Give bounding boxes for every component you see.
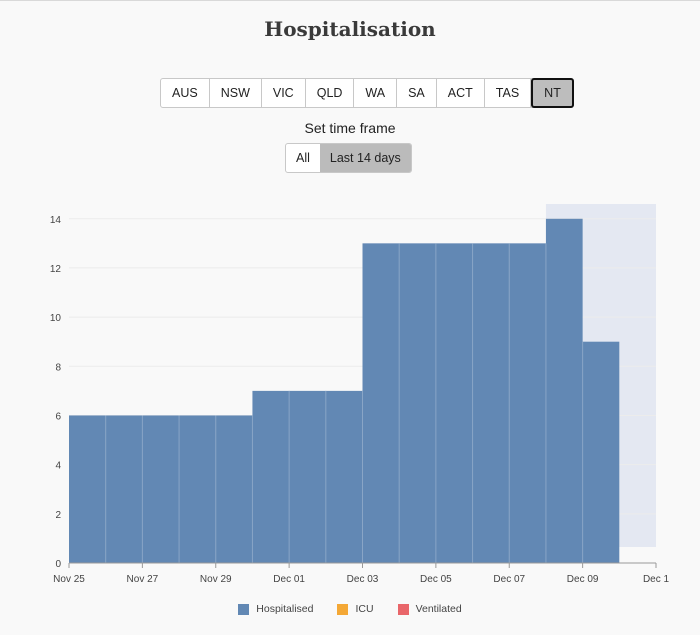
timeframe-last-14-days-button[interactable]: Last 14 days [319,144,411,172]
legend-swatch [397,603,409,615]
timeframe-label: Set time frame [304,120,396,136]
legend-item-icu[interactable]: ICU [337,603,374,615]
region-tab-qld[interactable]: QLD [306,79,355,107]
bar [545,218,583,563]
x-tick-label: Dec 01 [273,574,305,585]
legend-label: Ventilated [415,603,462,615]
bar [325,390,363,563]
y-tick-label: 10 [50,313,62,324]
bar [142,415,180,563]
bar [435,243,473,563]
legend-item-hospitalised[interactable]: Hospitalised [238,603,313,615]
region-tab-aus[interactable]: AUS [161,79,210,107]
bar [362,243,400,563]
bar [215,415,253,563]
region-tab-tas[interactable]: TAS [485,79,532,107]
y-tick-label: 0 [55,559,61,570]
bar [289,390,326,563]
y-tick-label: 4 [55,461,61,472]
y-tick-label: 12 [50,264,62,275]
x-tick-label: Nov 27 [127,574,159,585]
x-tick-label: Dec 1 [643,574,670,585]
bar [472,243,510,563]
bar [69,415,106,563]
region-tab-act[interactable]: ACT [437,79,485,107]
x-tick-label: Nov 29 [200,574,232,585]
legend-item-ventilated[interactable]: Ventilated [397,603,462,615]
chart-legend: Hospitalised ICU Ventilated [0,603,700,615]
x-tick-label: Dec 07 [493,574,525,585]
x-tick-label: Dec 05 [420,574,452,585]
region-tab-nsw[interactable]: NSW [210,79,262,107]
bar [509,243,546,563]
legend-swatch [238,603,250,615]
x-tick-label: Dec 09 [567,574,599,585]
hospitalisation-chart: 0 2 4 6 8 10 12 14 Nov 25 Nov 27 Nov 29 Dec 01 Dec 0… [50,204,670,585]
region-tab-wa[interactable]: WA [354,79,398,107]
x-tick-label: Nov 25 [53,574,85,585]
region-tab-sa[interactable]: SA [397,79,437,107]
region-tab-nt[interactable]: NT [531,78,574,108]
timeframe-toggle: All Last 14 days [285,143,412,173]
bar [399,243,436,563]
legend-label: ICU [355,603,374,615]
region-selector: AUS NSW VIC QLD WA SA ACT TAS NT [160,78,574,108]
y-tick-label: 14 [50,215,62,226]
chart-title: Hospitalisation [264,17,436,41]
legend-swatch [337,603,349,615]
region-tab-vic[interactable]: VIC [262,79,306,107]
bar [252,390,290,563]
timeframe-all-button[interactable]: All [296,151,310,165]
bar [179,415,216,563]
y-tick-label: 2 [55,510,61,521]
bar [105,415,143,563]
legend-label: Hospitalised [256,603,314,615]
bar [582,341,620,563]
y-tick-label: 6 [55,411,61,422]
y-tick-label: 8 [55,362,61,373]
x-tick-label: Dec 03 [347,574,379,585]
